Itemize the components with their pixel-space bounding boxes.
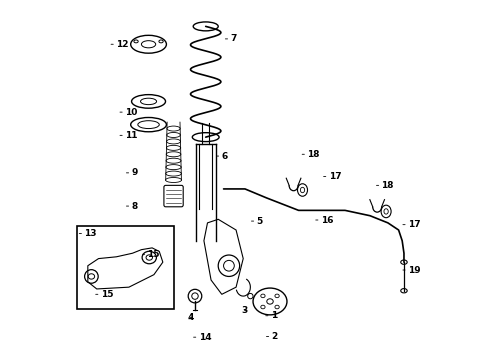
Bar (77, 226, 173, 309)
Text: 2: 2 (267, 332, 278, 341)
Text: 7: 7 (225, 35, 237, 44)
Text: 17: 17 (323, 172, 341, 181)
Text: 13: 13 (79, 229, 97, 238)
Text: 3: 3 (242, 306, 247, 315)
Text: 8: 8 (126, 202, 138, 211)
Text: 15: 15 (143, 250, 160, 259)
Text: 17: 17 (403, 220, 420, 229)
Text: 15: 15 (96, 290, 113, 299)
Text: 12: 12 (111, 40, 128, 49)
Text: 16: 16 (316, 216, 333, 225)
Text: 18: 18 (302, 150, 319, 159)
Text: 9: 9 (126, 168, 138, 177)
Text: 5: 5 (251, 217, 263, 226)
Text: 10: 10 (120, 108, 137, 117)
Text: 19: 19 (403, 266, 420, 275)
Text: 6: 6 (217, 152, 228, 161)
Text: 4: 4 (187, 313, 194, 322)
Text: 1: 1 (266, 311, 277, 320)
Text: 18: 18 (376, 181, 394, 190)
Text: 14: 14 (194, 333, 211, 342)
Text: 11: 11 (120, 131, 138, 140)
